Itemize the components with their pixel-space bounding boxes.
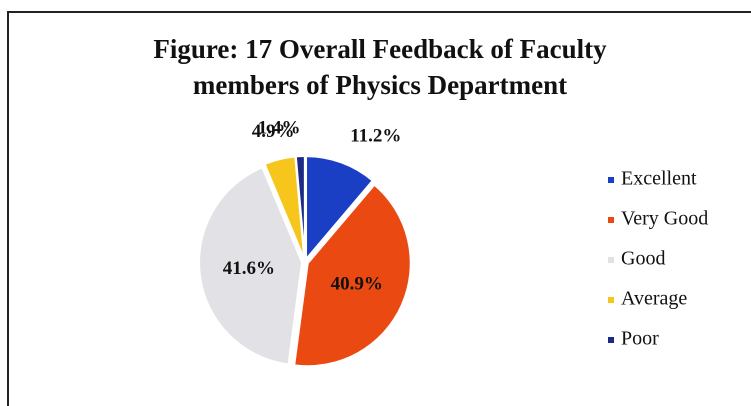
data-label: 41.6%: [223, 258, 275, 279]
legend-label: Good: [621, 248, 665, 270]
pie-slice: [293, 183, 412, 368]
legend-label: Poor: [621, 328, 659, 350]
pie-slice: [198, 166, 304, 366]
pie-slice: [294, 155, 306, 260]
legend-label: Very Good: [621, 208, 708, 230]
legend-swatch: [608, 257, 614, 263]
data-label: 4.9%: [252, 121, 295, 142]
legend-label: Excellent: [621, 168, 697, 190]
data-label: 1.4%: [258, 117, 301, 138]
chart-title: members of Physics Department: [193, 70, 567, 100]
data-label: 40.9%: [331, 273, 383, 294]
pie-slice: [305, 155, 375, 262]
legend-swatch: [608, 177, 614, 183]
legend-label: Average: [621, 288, 687, 310]
data-label: 11.2%: [350, 126, 401, 147]
legend-swatch: [608, 297, 614, 303]
legend-swatch: [608, 337, 614, 343]
legend-swatch: [608, 217, 614, 223]
chart-frame: [7, 11, 751, 406]
chart-title: Figure: 17 Overall Feedback of Faculty: [153, 34, 607, 64]
